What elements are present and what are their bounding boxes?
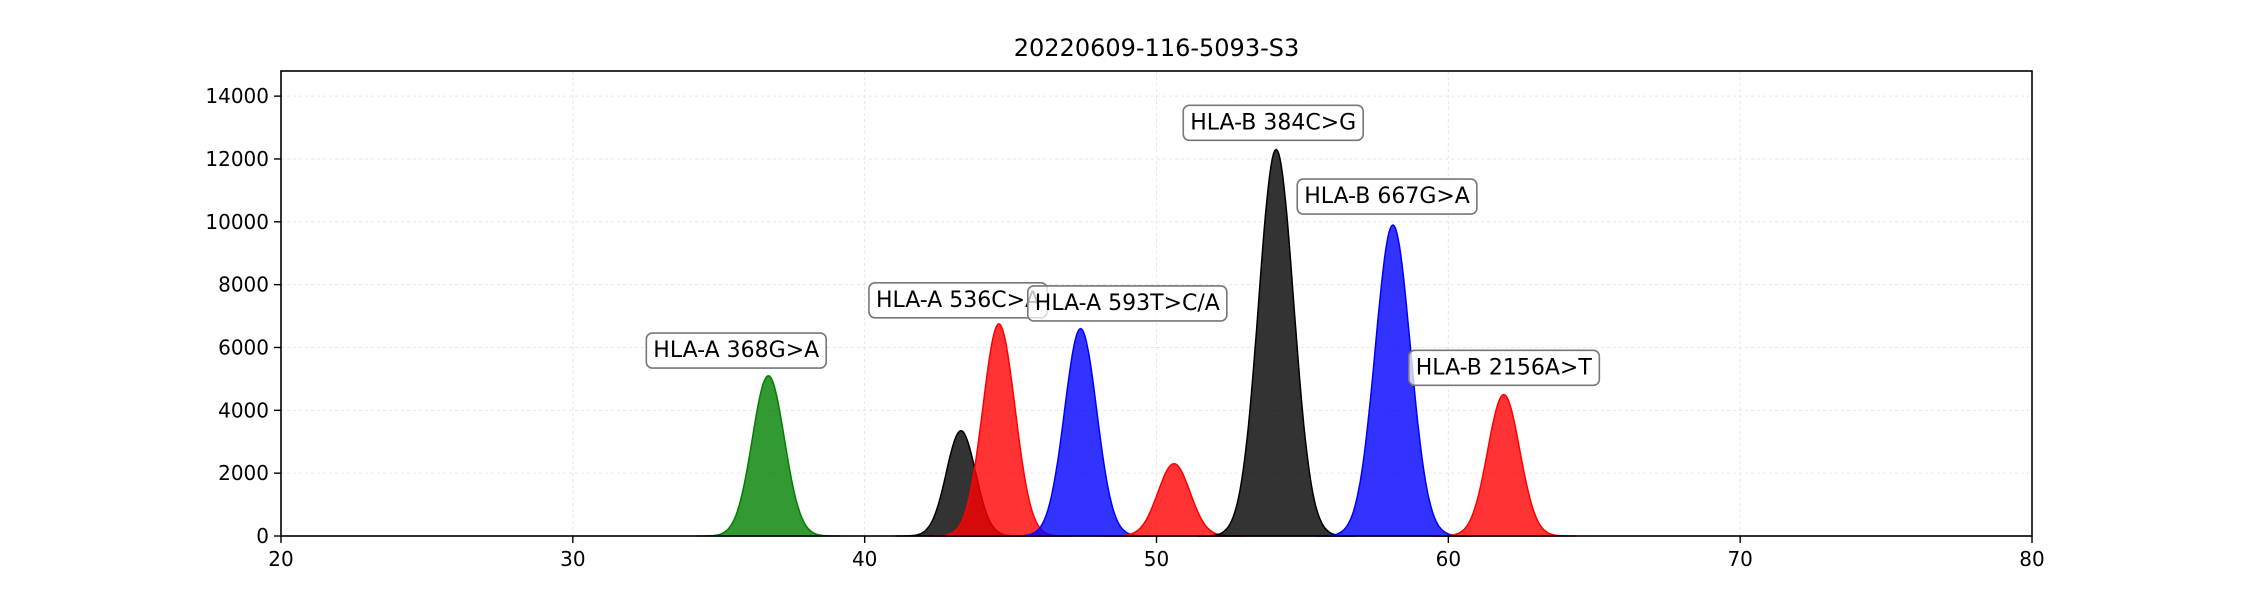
peak-annotation: HLA-B 2156A>T [1407,349,1601,387]
chart-title: 20220609-116-5093-S3 [1013,34,1300,62]
peak-annotation: HLA-B 384C>G [1182,104,1365,142]
x-tick-label: 20 [268,547,293,571]
annotation-box [1182,104,1365,142]
y-tick-label: 8000 [218,273,269,297]
peak-annotation: HLA-A 593T>C/A [1026,285,1228,322]
y-tick-label: 0 [256,524,269,548]
peak-blue [1314,224,1472,537]
annotation-label: HLA-A 368G>A [653,338,819,363]
annotation-box [1026,285,1228,322]
y-tick-label: 14000 [205,84,269,108]
y-tick-label: 2000 [218,461,269,485]
peak-annotation: HLA-A 368G>A [645,332,828,369]
annotation-box [1296,178,1478,215]
annotation-label: HLA-A 593T>C/A [1035,291,1220,316]
x-tick-label: 40 [852,547,877,571]
peak-green [696,375,841,537]
x-tick-label: 60 [1436,547,1461,571]
annotation-box [645,332,828,369]
x-tick-label: 50 [1144,547,1169,571]
y-tick-label: 10000 [205,210,269,234]
y-tick-label: 4000 [218,398,269,422]
peak-black [1197,148,1355,537]
peak-annotation: HLA-B 667G>A [1296,178,1478,215]
annotation-label: HLA-B 384C>G [1190,110,1356,135]
annotation-label: HLA-A 536C>A [876,288,1040,313]
x-tick-label: 80 [2019,547,2044,571]
x-tick-label: 70 [1727,547,1752,571]
annotation-box [1407,349,1601,387]
peak-red [1431,393,1576,537]
peak-annotation: HLA-A 536C>A [868,281,1048,319]
annotation-label: HLA-B 667G>A [1304,184,1470,209]
x-tick-label: 30 [560,547,585,571]
y-tick-label: 6000 [218,335,269,359]
peak-red [1101,462,1247,537]
annotation-label: HLA-B 2156A>T [1416,355,1593,380]
y-tick-label: 12000 [205,147,269,171]
